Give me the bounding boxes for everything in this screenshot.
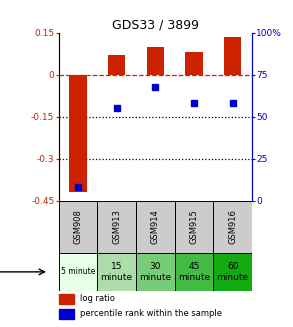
- Bar: [213, 201, 252, 253]
- Bar: [136, 253, 175, 291]
- Text: 15
minute: 15 minute: [100, 262, 133, 282]
- Title: GDS33 / 3899: GDS33 / 3899: [112, 19, 199, 31]
- Bar: [59, 294, 74, 304]
- Text: 60
minute: 60 minute: [217, 262, 249, 282]
- Bar: [224, 37, 241, 75]
- Bar: [146, 47, 164, 75]
- Bar: [185, 52, 203, 75]
- Bar: [213, 253, 252, 291]
- Bar: [69, 75, 87, 193]
- Text: 5 minute: 5 minute: [61, 267, 95, 276]
- Text: GSM915: GSM915: [190, 210, 198, 244]
- Bar: [175, 201, 213, 253]
- Bar: [97, 201, 136, 253]
- Text: GSM908: GSM908: [74, 210, 82, 245]
- Text: log ratio: log ratio: [80, 294, 115, 303]
- Text: 30
minute: 30 minute: [139, 262, 171, 282]
- Text: 45
minute: 45 minute: [178, 262, 210, 282]
- Bar: [136, 201, 175, 253]
- Text: GSM913: GSM913: [112, 210, 121, 245]
- Bar: [108, 55, 125, 75]
- Bar: [59, 253, 97, 291]
- Bar: [97, 253, 136, 291]
- Text: percentile rank within the sample: percentile rank within the sample: [80, 309, 222, 318]
- Bar: [175, 253, 213, 291]
- Text: GSM914: GSM914: [151, 210, 160, 244]
- Bar: [59, 201, 97, 253]
- Bar: [59, 308, 74, 319]
- Text: GSM916: GSM916: [228, 210, 237, 245]
